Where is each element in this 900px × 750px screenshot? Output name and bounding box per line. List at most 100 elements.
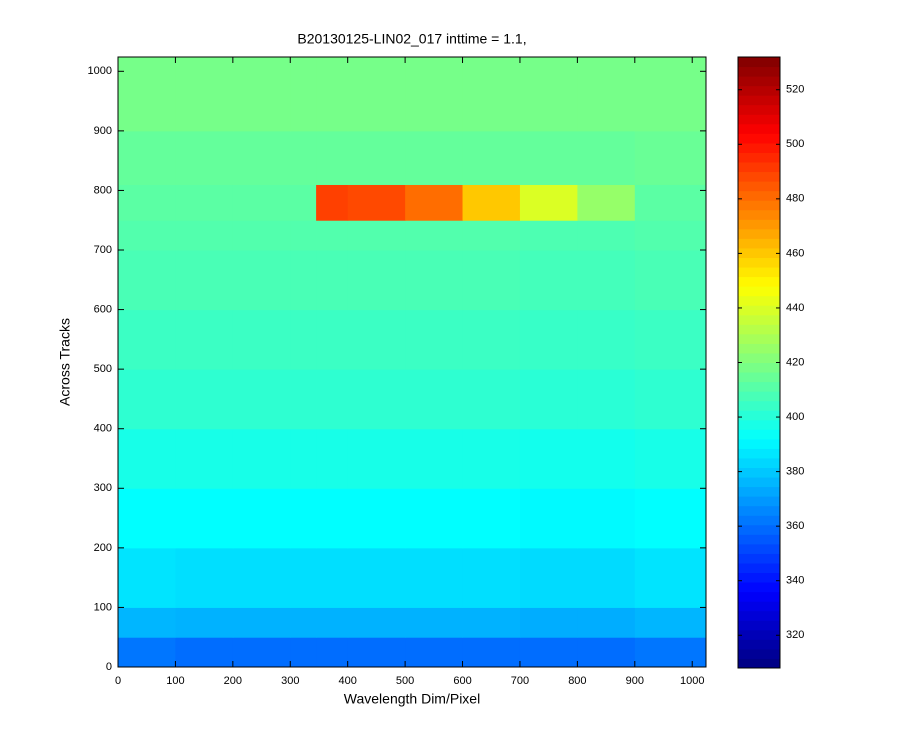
heatmap-cell — [405, 250, 464, 311]
colorbar-segment — [738, 639, 780, 650]
heatmap-cell — [577, 57, 636, 132]
colorbar-segment — [738, 524, 780, 535]
x-tick-label: 800 — [568, 675, 586, 687]
x-tick-label: 500 — [396, 675, 414, 687]
x-tick-label: 1000 — [680, 675, 704, 687]
heatmap-cell — [577, 547, 636, 608]
colorbar-segment — [738, 400, 780, 411]
heatmap-cell — [347, 184, 406, 221]
colorbar-segment — [738, 343, 780, 354]
colorbar-segment — [738, 257, 780, 268]
heatmap-cell — [519, 184, 578, 221]
colorbar-segment — [738, 133, 780, 144]
colorbar-segment — [738, 496, 780, 507]
heatmap-cell — [316, 637, 349, 668]
heatmap-cell — [118, 57, 176, 132]
x-tick-label: 0 — [115, 675, 121, 687]
y-tick-label: 900 — [94, 125, 112, 137]
heatmap-cell — [405, 309, 464, 370]
heatmap-cell — [175, 57, 234, 132]
heatmap-cell — [462, 369, 521, 430]
colorbar-segment — [738, 582, 780, 593]
colorbar-segment — [738, 438, 780, 449]
colorbar-segment — [738, 162, 780, 173]
heatmap-cell — [175, 184, 234, 221]
colorbar-segment — [738, 352, 780, 363]
colorbar-segment — [738, 181, 780, 192]
heatmap-cell — [405, 637, 464, 668]
y-axis-label: Across Tracks — [57, 318, 73, 406]
heatmap-cell — [175, 428, 234, 489]
heatmap-cell — [175, 130, 234, 185]
heatmap-cell — [290, 607, 317, 638]
heatmap-cell — [118, 220, 176, 251]
heatmap-cell — [316, 547, 349, 608]
heatmap-cell — [347, 428, 406, 489]
heatmap-cell — [316, 57, 349, 132]
heatmap-cell — [118, 369, 176, 430]
heatmap-cell — [232, 309, 291, 370]
heatmap-cell — [290, 488, 317, 549]
heatmap-cell — [519, 309, 578, 370]
colorbar-tick-label: 460 — [786, 247, 804, 259]
y-tick-label: 400 — [94, 423, 112, 435]
colorbar-segment — [738, 658, 780, 669]
colorbar-segment — [738, 391, 780, 402]
heatmap-cell — [347, 220, 406, 251]
colorbar-segment — [738, 410, 780, 421]
heatmap-cell — [634, 428, 707, 489]
colorbar-segment — [738, 381, 780, 392]
heatmap-cell — [462, 250, 521, 311]
colorbar-tick-label: 420 — [786, 356, 804, 368]
heatmap-cell — [634, 130, 707, 185]
colorbar-segment — [738, 305, 780, 316]
colorbar-segment — [738, 333, 780, 344]
chart-title: B20130125-LIN02_017 inttime = 1.1, — [297, 31, 526, 47]
x-tick-label: 100 — [166, 675, 184, 687]
colorbar-tick-label: 440 — [786, 302, 804, 314]
heatmap-cell — [175, 220, 234, 251]
colorbar-tick-label: 520 — [786, 84, 804, 96]
heatmap-cell — [405, 547, 464, 608]
colorbar-segment — [738, 324, 780, 335]
heatmap-cell — [519, 547, 578, 608]
colorbar-segment — [738, 104, 780, 115]
colorbar-segment — [738, 267, 780, 278]
y-tick-label: 200 — [94, 542, 112, 554]
heatmap-cell — [634, 369, 707, 430]
heatmap-cell — [316, 184, 349, 221]
colorbar-tick-label: 340 — [786, 575, 804, 587]
y-tick-label: 600 — [94, 303, 112, 315]
heatmap-cell — [347, 637, 406, 668]
heatmap-cell — [118, 488, 176, 549]
heatmap-cell — [634, 607, 707, 638]
heatmap-cell — [175, 309, 234, 370]
heatmap-cell — [462, 488, 521, 549]
heatmap-cell — [347, 488, 406, 549]
heatmap-cell — [232, 250, 291, 311]
heatmap-cell — [290, 250, 317, 311]
heatmap-cell — [405, 428, 464, 489]
heatmap-cell — [462, 547, 521, 608]
colorbar-segment — [738, 562, 780, 574]
colorbar-segment — [738, 57, 780, 68]
heatmap-cell — [405, 488, 464, 549]
x-tick-label: 300 — [281, 675, 299, 687]
heatmap-cell — [232, 369, 291, 430]
y-tick-label: 300 — [94, 482, 112, 494]
heatmap-cell — [519, 130, 578, 185]
colorbar-tick-label: 500 — [786, 138, 804, 150]
colorbar-segment — [738, 152, 780, 163]
heatmap-cell — [290, 57, 317, 132]
heatmap-cell — [577, 184, 636, 221]
heatmap-cell — [175, 607, 234, 638]
heatmap-cell — [519, 637, 578, 668]
colorbar-segment — [738, 629, 780, 640]
colorbar-segment — [738, 123, 780, 134]
heatmap-cell — [577, 428, 636, 489]
colorbar-segment — [738, 591, 780, 602]
heatmap-cell — [290, 309, 317, 370]
colorbar-segment — [738, 601, 780, 612]
colorbar-segment — [738, 372, 780, 383]
heatmap-cell — [462, 428, 521, 489]
